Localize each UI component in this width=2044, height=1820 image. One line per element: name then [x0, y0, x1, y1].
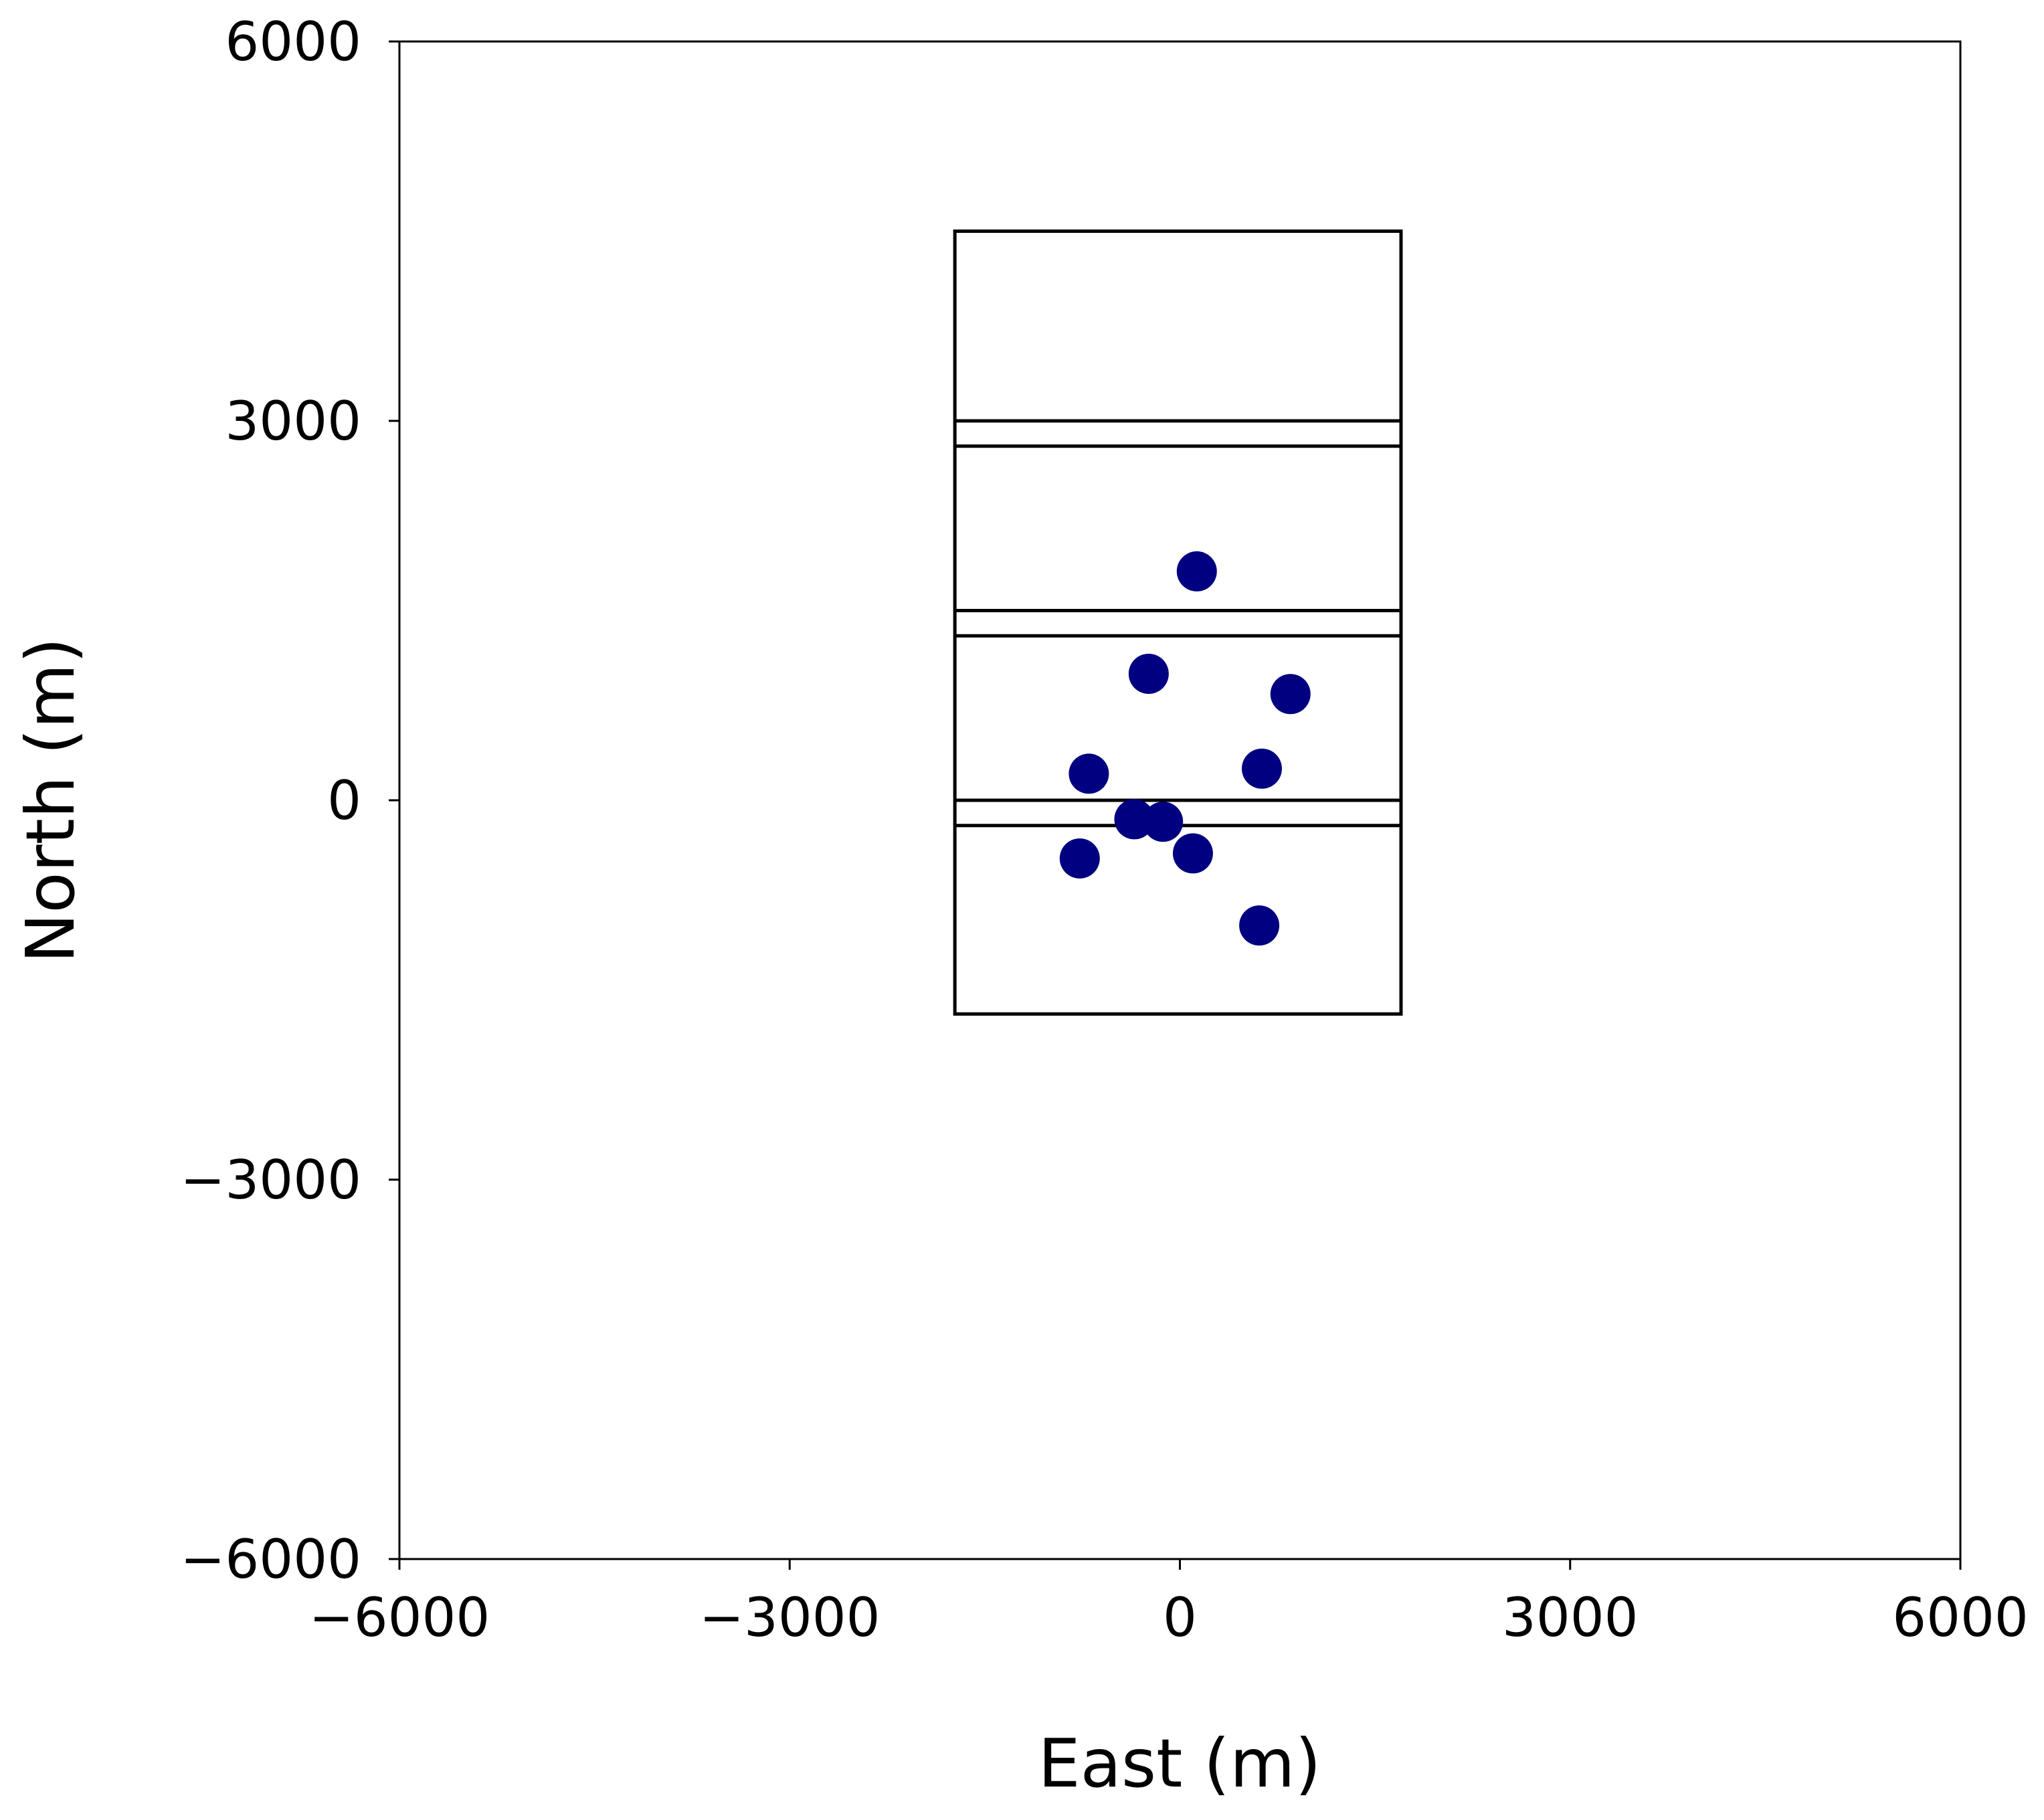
data-point	[1128, 654, 1169, 694]
data-point	[1059, 838, 1100, 879]
x-axis-ticks: −6000 −3000 0 3000 6000	[309, 1559, 2029, 1649]
y-axis-label: North (m)	[11, 638, 90, 964]
data-point	[1143, 802, 1184, 842]
x-tick-label: 6000	[1892, 1586, 2029, 1649]
x-tick-label: −3000	[699, 1586, 880, 1649]
x-tick-label: 0	[1163, 1586, 1197, 1649]
data-point	[1239, 905, 1280, 946]
y-tick-label: −3000	[180, 1149, 361, 1211]
data-points	[1059, 551, 1311, 946]
data-point	[1270, 674, 1311, 715]
data-point	[1172, 833, 1213, 874]
x-axis-label: East (m)	[1038, 1724, 1321, 1803]
y-tick-label: 6000	[225, 11, 361, 73]
y-tick-label: 0	[327, 769, 361, 832]
y-tick-label: −6000	[180, 1528, 361, 1590]
data-point	[1069, 753, 1109, 794]
zone-boundary	[953, 230, 1403, 1016]
x-tick-label: 3000	[1502, 1586, 1639, 1649]
data-point	[1241, 748, 1282, 789]
x-tick-label: −6000	[309, 1586, 490, 1649]
y-axis-ticks: −6000 −3000 0 3000 6000	[180, 11, 399, 1590]
y-tick-label: 3000	[225, 390, 361, 452]
data-point	[1176, 551, 1217, 592]
